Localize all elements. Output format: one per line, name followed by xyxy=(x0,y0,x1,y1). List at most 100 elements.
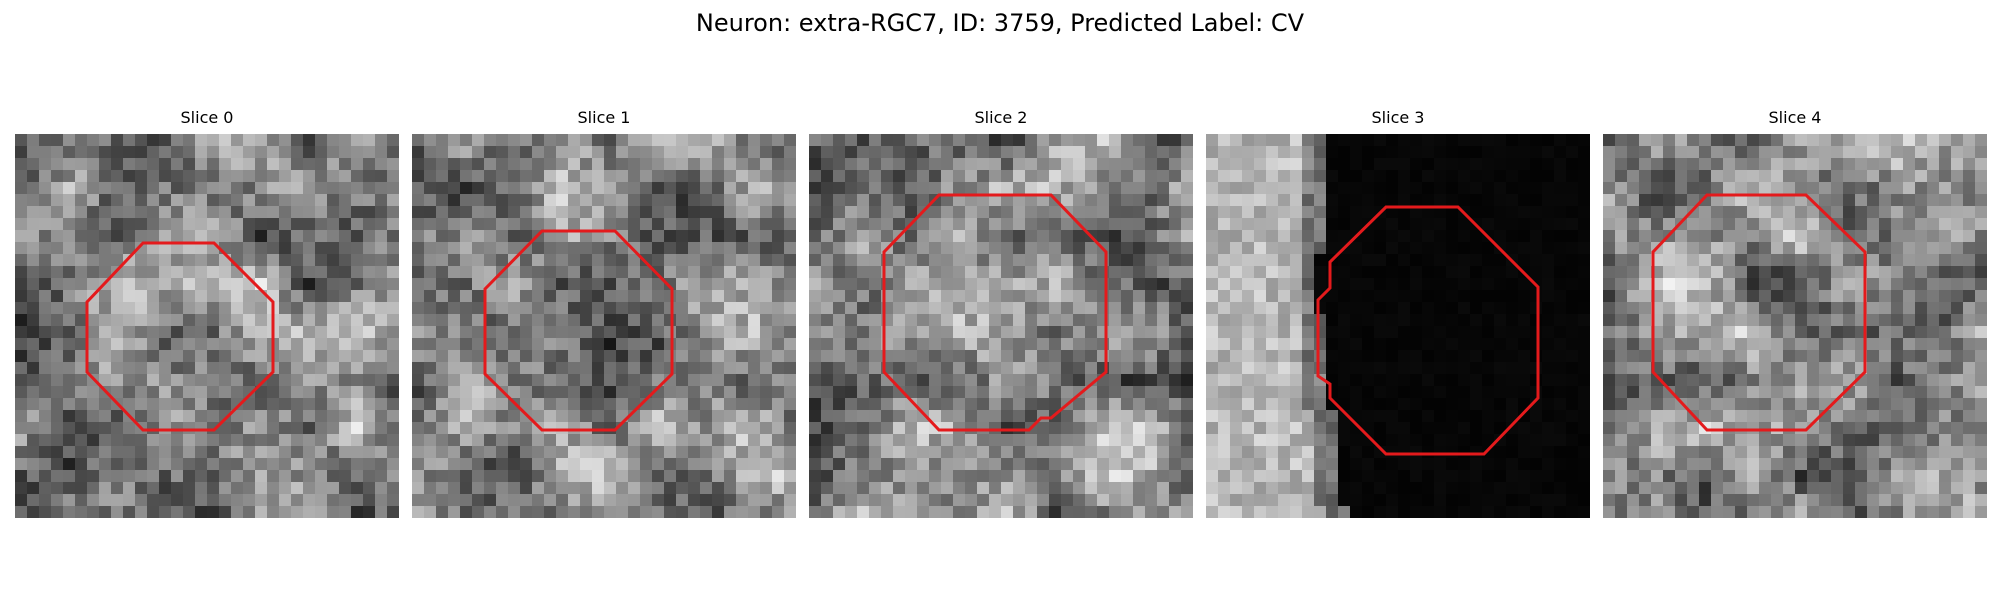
pixel xyxy=(436,278,448,290)
pixel xyxy=(905,158,917,170)
pixel xyxy=(1663,458,1675,470)
pixel xyxy=(1615,242,1627,254)
pixel xyxy=(1663,290,1675,302)
pixel xyxy=(171,434,183,446)
pixel xyxy=(1603,182,1615,194)
pixel xyxy=(363,302,375,314)
pixel xyxy=(1398,326,1410,338)
pixel xyxy=(508,470,520,482)
pixel xyxy=(1458,290,1470,302)
pixel xyxy=(953,470,965,482)
pixel xyxy=(1037,422,1049,434)
pixel xyxy=(436,434,448,446)
pixel xyxy=(1603,194,1615,206)
pixel xyxy=(159,230,171,242)
pixel xyxy=(580,434,592,446)
pixel xyxy=(99,254,111,266)
pixel xyxy=(1675,158,1687,170)
pixel xyxy=(580,482,592,494)
pixel xyxy=(39,158,51,170)
pixel xyxy=(700,302,712,314)
pixel xyxy=(183,266,195,278)
pixel xyxy=(1651,230,1663,242)
pixel xyxy=(1410,470,1422,482)
pixel xyxy=(592,506,604,518)
pixel xyxy=(628,374,640,386)
pixel xyxy=(1446,194,1458,206)
pixel xyxy=(1350,314,1362,326)
pixel xyxy=(1434,302,1446,314)
pixel xyxy=(676,194,688,206)
pixel xyxy=(1951,410,1963,422)
pixel xyxy=(1855,410,1867,422)
pixel xyxy=(1362,326,1374,338)
pixel xyxy=(1795,266,1807,278)
pixel xyxy=(1843,434,1855,446)
pixel xyxy=(1073,386,1085,398)
pixel xyxy=(1085,338,1097,350)
pixel xyxy=(1230,374,1242,386)
pixel xyxy=(580,206,592,218)
pixel xyxy=(1073,314,1085,326)
pixel xyxy=(760,266,772,278)
pixel xyxy=(1206,266,1218,278)
pixel xyxy=(363,506,375,518)
pixel xyxy=(339,410,351,422)
pixel xyxy=(351,230,363,242)
pixel xyxy=(941,230,953,242)
pixel xyxy=(339,278,351,290)
pixel xyxy=(929,362,941,374)
pixel xyxy=(99,470,111,482)
pixel xyxy=(1025,338,1037,350)
pixel xyxy=(1542,254,1554,266)
pixel xyxy=(147,350,159,362)
pixel xyxy=(929,506,941,518)
pixel xyxy=(604,242,616,254)
pixel xyxy=(1482,350,1494,362)
pixel xyxy=(640,314,652,326)
pixel xyxy=(1410,374,1422,386)
pixel xyxy=(1398,230,1410,242)
pixel xyxy=(809,182,821,194)
pixel xyxy=(460,470,472,482)
pixel xyxy=(893,290,905,302)
pixel xyxy=(123,458,135,470)
pixel xyxy=(1470,134,1482,146)
pixel xyxy=(1927,362,1939,374)
pixel xyxy=(544,242,556,254)
pixel xyxy=(1506,158,1518,170)
pixel xyxy=(387,470,399,482)
pixel xyxy=(484,170,496,182)
pixel xyxy=(1386,158,1398,170)
pixel xyxy=(1121,374,1133,386)
pixel xyxy=(375,362,387,374)
pixel xyxy=(460,290,472,302)
pixel xyxy=(845,146,857,158)
pixel xyxy=(1109,290,1121,302)
pixel xyxy=(664,290,676,302)
pixel xyxy=(1506,386,1518,398)
pixel xyxy=(267,434,279,446)
pixel xyxy=(87,170,99,182)
pixel xyxy=(821,242,833,254)
pixel xyxy=(1723,230,1735,242)
pixel xyxy=(1494,146,1506,158)
pixel xyxy=(917,350,929,362)
pixel xyxy=(1530,338,1542,350)
pixel xyxy=(1627,194,1639,206)
pixel xyxy=(917,278,929,290)
pixel xyxy=(1627,242,1639,254)
slice-svg-0 xyxy=(15,134,399,518)
pixel xyxy=(1615,314,1627,326)
pixel xyxy=(460,326,472,338)
pixel xyxy=(27,482,39,494)
pixel xyxy=(556,398,568,410)
pixel xyxy=(712,446,724,458)
pixel xyxy=(195,302,207,314)
pixel xyxy=(1181,374,1193,386)
pixel xyxy=(760,302,772,314)
pixel xyxy=(1939,302,1951,314)
pixel xyxy=(592,482,604,494)
pixel xyxy=(436,230,448,242)
pixel xyxy=(1049,362,1061,374)
